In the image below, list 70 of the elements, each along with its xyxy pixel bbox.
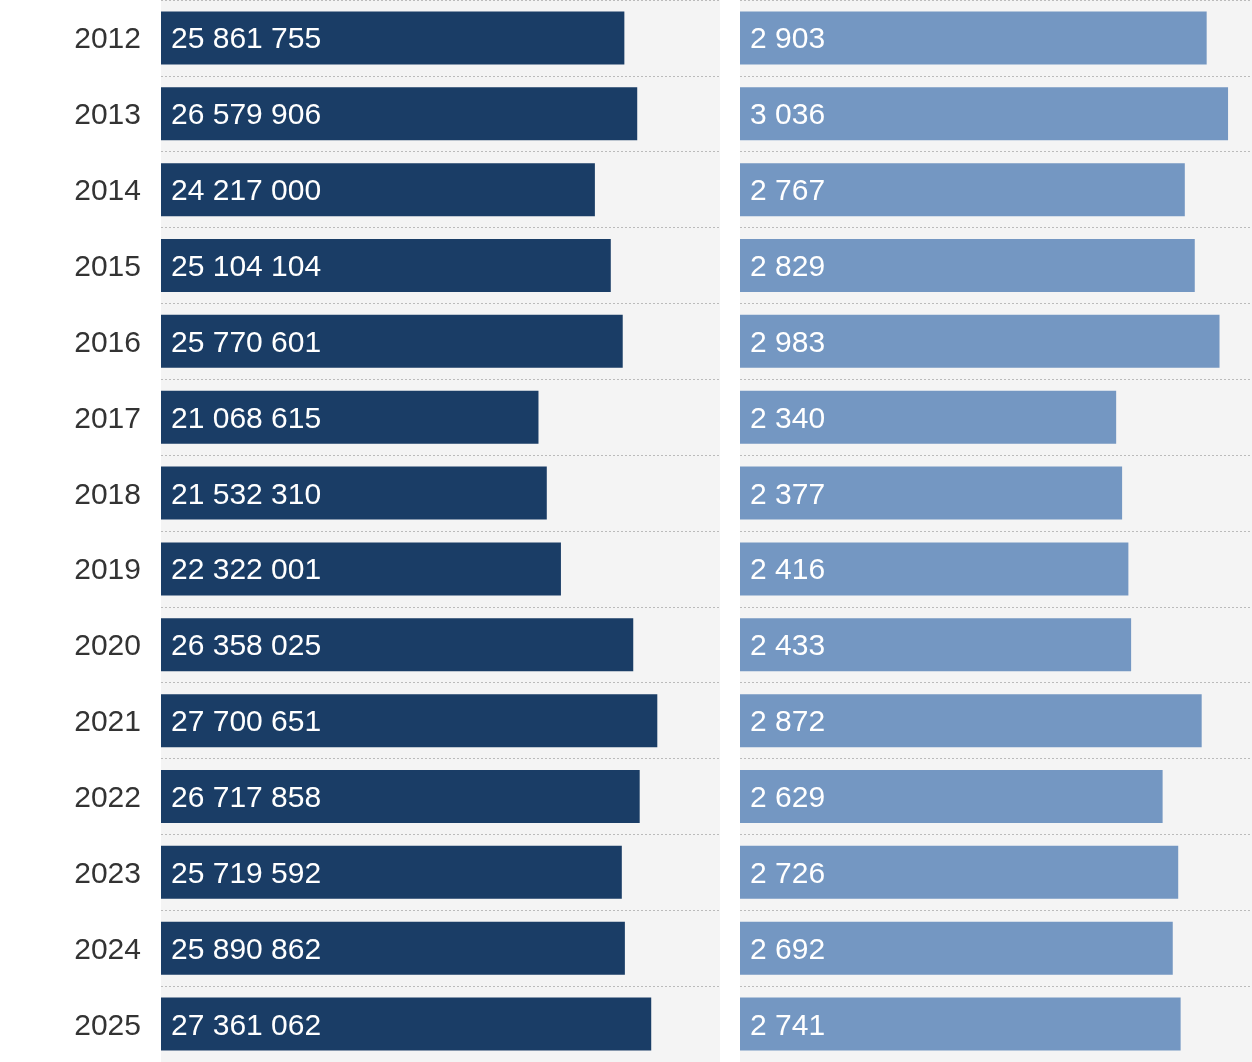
y-tick-label: 2025 xyxy=(74,1007,141,1041)
data-label: 2 741 xyxy=(750,1007,826,1041)
y-tick-label: 2016 xyxy=(74,324,141,358)
y-tick-label: 2017 xyxy=(74,400,141,434)
data-label: 2 416 xyxy=(750,552,826,586)
bar xyxy=(161,314,623,368)
bar xyxy=(161,466,547,520)
bar xyxy=(161,618,634,672)
y-tick-label: 2021 xyxy=(74,704,141,738)
bar xyxy=(161,390,539,444)
data-label: 25 861 755 xyxy=(171,21,322,55)
data-label: 2 983 xyxy=(750,324,826,358)
data-label: 24 217 000 xyxy=(171,173,322,207)
bar xyxy=(740,921,1173,975)
bar xyxy=(740,314,1220,368)
data-label: 25 770 601 xyxy=(171,324,322,358)
bar xyxy=(161,921,625,975)
data-label: 2 767 xyxy=(750,173,826,207)
bar xyxy=(740,390,1117,444)
bar xyxy=(740,11,1207,65)
bar xyxy=(740,542,1129,596)
bar xyxy=(740,770,1163,823)
data-label: 25 104 104 xyxy=(171,249,322,282)
bar xyxy=(161,11,625,65)
y-tick-label: 2014 xyxy=(74,173,141,207)
data-label: 3 036 xyxy=(750,97,826,131)
data-label: 21 068 615 xyxy=(171,400,322,434)
y-tick-label: 2019 xyxy=(74,552,141,586)
bar xyxy=(161,239,611,292)
data-label: 27 361 062 xyxy=(171,1007,322,1041)
bar xyxy=(740,845,1179,899)
bar xyxy=(161,87,638,141)
y-tick-label: 2023 xyxy=(74,855,141,889)
bar xyxy=(740,466,1123,520)
data-label: 25 890 862 xyxy=(171,931,322,965)
data-label: 26 358 025 xyxy=(171,628,322,662)
bar xyxy=(161,163,595,217)
data-label: 26 579 906 xyxy=(171,97,322,131)
data-label: 26 717 858 xyxy=(171,780,322,813)
y-tick-label: 2022 xyxy=(74,780,141,813)
data-label: 2 726 xyxy=(750,855,826,889)
y-tick-label: 2015 xyxy=(74,249,141,282)
bar xyxy=(740,163,1185,217)
bar xyxy=(740,239,1195,292)
data-label: 2 629 xyxy=(750,780,826,813)
data-label: 2 433 xyxy=(750,628,826,662)
data-label: 2 903 xyxy=(750,21,826,55)
data-label: 25 719 592 xyxy=(171,855,322,889)
data-label: 27 700 651 xyxy=(171,704,322,738)
data-label: 21 532 310 xyxy=(171,476,322,510)
bar xyxy=(161,997,652,1051)
y-tick-label: 2020 xyxy=(74,628,141,662)
bar xyxy=(740,694,1202,748)
data-label: 2 340 xyxy=(750,400,826,434)
bar xyxy=(740,87,1229,141)
y-tick-label: 2013 xyxy=(74,97,141,131)
bar xyxy=(740,997,1181,1051)
bar xyxy=(161,845,622,899)
bar xyxy=(161,694,658,748)
data-label: 2 829 xyxy=(750,249,826,282)
data-label: 2 872 xyxy=(750,704,826,738)
y-tick-label: 2024 xyxy=(74,931,141,965)
y-tick-label: 2018 xyxy=(74,476,141,510)
y-tick-label: 2012 xyxy=(74,21,141,55)
data-label: 2 692 xyxy=(750,931,826,965)
data-label: 2 377 xyxy=(750,476,826,510)
bar xyxy=(161,542,561,596)
data-label: 22 322 001 xyxy=(171,552,322,586)
bar xyxy=(161,770,640,823)
bar xyxy=(740,618,1132,672)
